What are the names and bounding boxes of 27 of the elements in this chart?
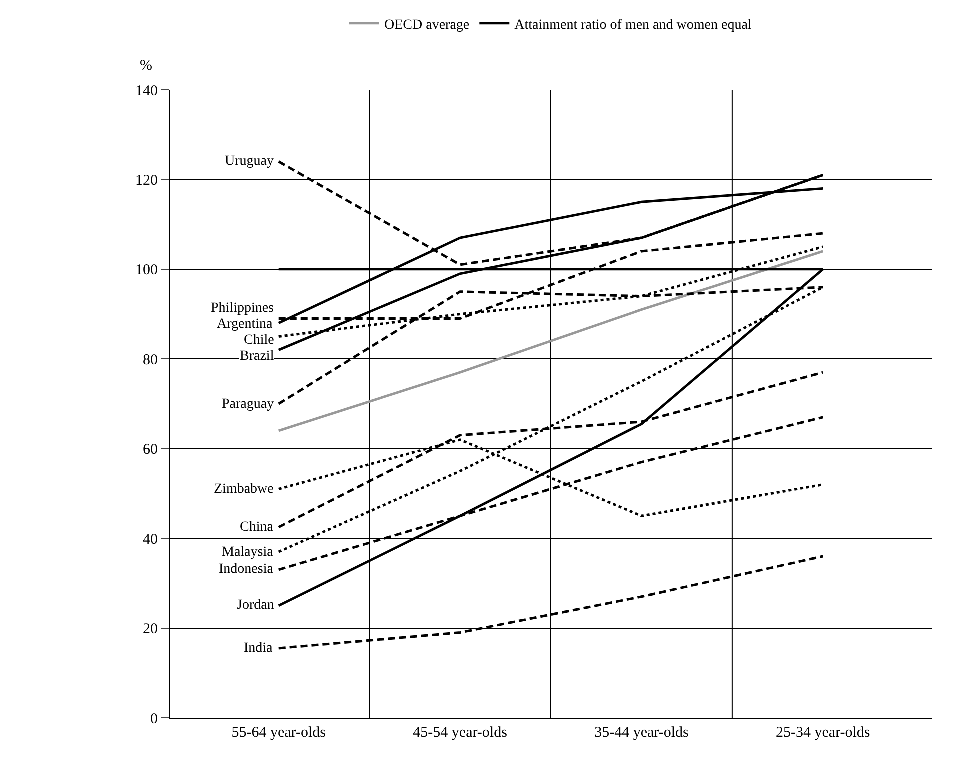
annotation: Paraguay	[222, 397, 274, 412]
annotation: Zimbabwe	[214, 482, 274, 497]
y-tick-label: 100	[136, 262, 158, 279]
annotation: Chile	[244, 333, 274, 348]
annotation: Indonesia	[219, 562, 274, 577]
y-tick-label: 60	[143, 442, 158, 458]
legend-label: Attainment ratio of men and women equal	[514, 18, 752, 33]
x-tick-label: 25-34 year-olds	[776, 725, 870, 741]
annotation: Jordan	[237, 598, 274, 613]
annotation: Philippines	[211, 301, 274, 316]
annotation: China	[240, 520, 274, 535]
y-tick-label: 40	[143, 532, 158, 548]
y-tick-label: 120	[136, 172, 158, 189]
y-tick-label: 0	[150, 711, 158, 728]
y-tick-label: 140	[136, 83, 158, 100]
x-tick-label: 55-64 year-olds	[232, 725, 326, 741]
x-tick-label: 45-54 year-olds	[413, 725, 508, 741]
y-tick-label: 20	[143, 622, 158, 638]
annotation: Uruguay	[225, 154, 274, 169]
x-tick-label: 35-44 year-olds	[594, 725, 689, 741]
legend-label: OECD average	[384, 18, 470, 33]
y-tick-label: 80	[143, 352, 158, 368]
y-axis-title: %	[140, 58, 152, 74]
annotation: India	[244, 641, 274, 656]
annotation: Malaysia	[222, 545, 274, 560]
annotation: Argentina	[217, 317, 274, 332]
annotation: Brazil	[240, 349, 274, 364]
